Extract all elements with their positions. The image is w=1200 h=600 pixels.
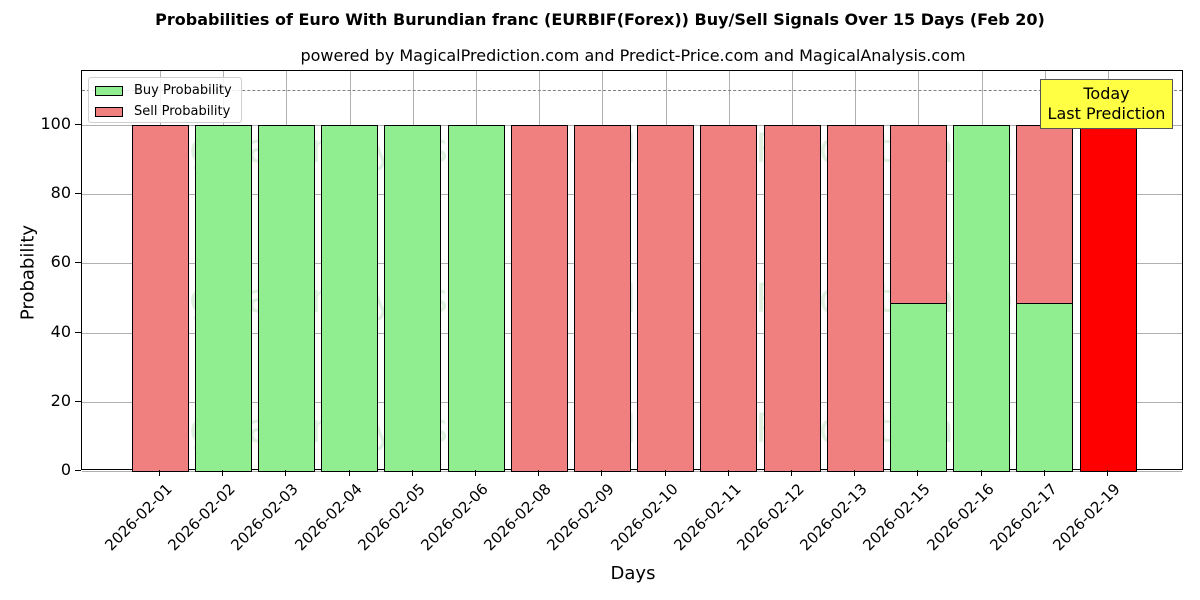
x-tick: [475, 470, 476, 476]
x-tick: [917, 470, 919, 476]
y-tick-label: 80: [50, 183, 71, 203]
today-annotation: Today Last Prediction: [1040, 79, 1173, 129]
bar-sell-2026-02-08: [510, 125, 568, 472]
bar-buy-2026-02-04: [321, 125, 379, 472]
legend-item-buy: Buy Probability: [95, 83, 232, 98]
x-tick: [664, 470, 666, 476]
grid-line-horizontal: [82, 332, 1182, 334]
x-tick: [538, 470, 540, 476]
sell-swatch-icon: [95, 106, 123, 117]
x-tick: [411, 470, 413, 476]
grid-line-horizontal: [82, 471, 1182, 472]
y-tick: [75, 193, 81, 195]
y-tick: [75, 470, 81, 471]
y-tick-label: 0: [60, 460, 71, 479]
legend-buy-label: Buy Probability: [134, 83, 232, 98]
x-tick: [1107, 470, 1108, 476]
bar-sell-2026-02-11: [700, 125, 758, 472]
x-axis-title: Days: [610, 563, 656, 584]
bar-sell-2026-02-01: [131, 125, 189, 472]
x-tick: [285, 470, 287, 476]
annotation-line-1: Today: [1083, 84, 1130, 103]
bar-sell-2026-02-12: [763, 125, 821, 472]
bar-sell-2026-02-09: [573, 125, 631, 472]
bar-buy-2026-02-15: [889, 303, 947, 472]
y-tick: [75, 124, 81, 125]
bar-buy-2026-02-17: [1016, 303, 1074, 472]
y-tick-label: 100: [40, 114, 71, 133]
annotation-line-2: Last Prediction: [1047, 104, 1166, 123]
y-tick: [75, 262, 81, 264]
chart-subtitle: powered by MagicalPrediction.com and Pre…: [300, 46, 966, 65]
bar-sell-2026-02-15: [889, 125, 947, 305]
plot-area: MagicalAnalysis.comMagicalPrediction.com…: [81, 70, 1183, 472]
grid-line-horizontal: [82, 194, 1182, 196]
legend: Buy Probability Sell Probability: [88, 77, 242, 123]
bar-sell-2026-02-13: [826, 125, 884, 472]
x-tick: [727, 470, 729, 476]
grid-line-horizontal: [82, 125, 1182, 126]
grid-line-horizontal: [82, 401, 1182, 403]
y-tick-label: 20: [50, 390, 71, 410]
x-tick: [791, 470, 792, 476]
bar-buy-2026-02-03: [257, 125, 315, 472]
bar-sell-2026-02-19: [1079, 125, 1137, 472]
bar-buy-2026-02-16: [953, 125, 1011, 472]
grid-line-horizontal: [82, 263, 1182, 265]
reference-line: [82, 90, 1182, 92]
buy-swatch-icon: [95, 85, 123, 96]
bar-buy-2026-02-02: [194, 125, 252, 472]
y-axis-title: Probability: [17, 224, 39, 321]
legend-sell-label: Sell Probability: [134, 104, 231, 119]
bar-buy-2026-02-06: [447, 125, 505, 472]
x-tick: [159, 470, 160, 476]
x-tick: [222, 470, 224, 476]
x-tick: [601, 470, 603, 476]
x-tick: [854, 470, 856, 476]
y-tick: [75, 331, 81, 333]
y-tick-label: 40: [50, 321, 71, 341]
y-tick-label: 60: [50, 252, 71, 272]
legend-item-sell: Sell Probability: [95, 104, 230, 119]
y-tick: [75, 400, 81, 402]
x-tick: [348, 470, 350, 476]
bar-sell-2026-02-10: [637, 125, 695, 472]
bar-sell-2026-02-17: [1016, 125, 1074, 305]
x-tick: [980, 470, 982, 476]
x-tick: [1043, 470, 1045, 476]
chart-title: Probabilities of Euro With Burundian fra…: [155, 10, 1045, 29]
bar-buy-2026-02-05: [384, 125, 442, 472]
